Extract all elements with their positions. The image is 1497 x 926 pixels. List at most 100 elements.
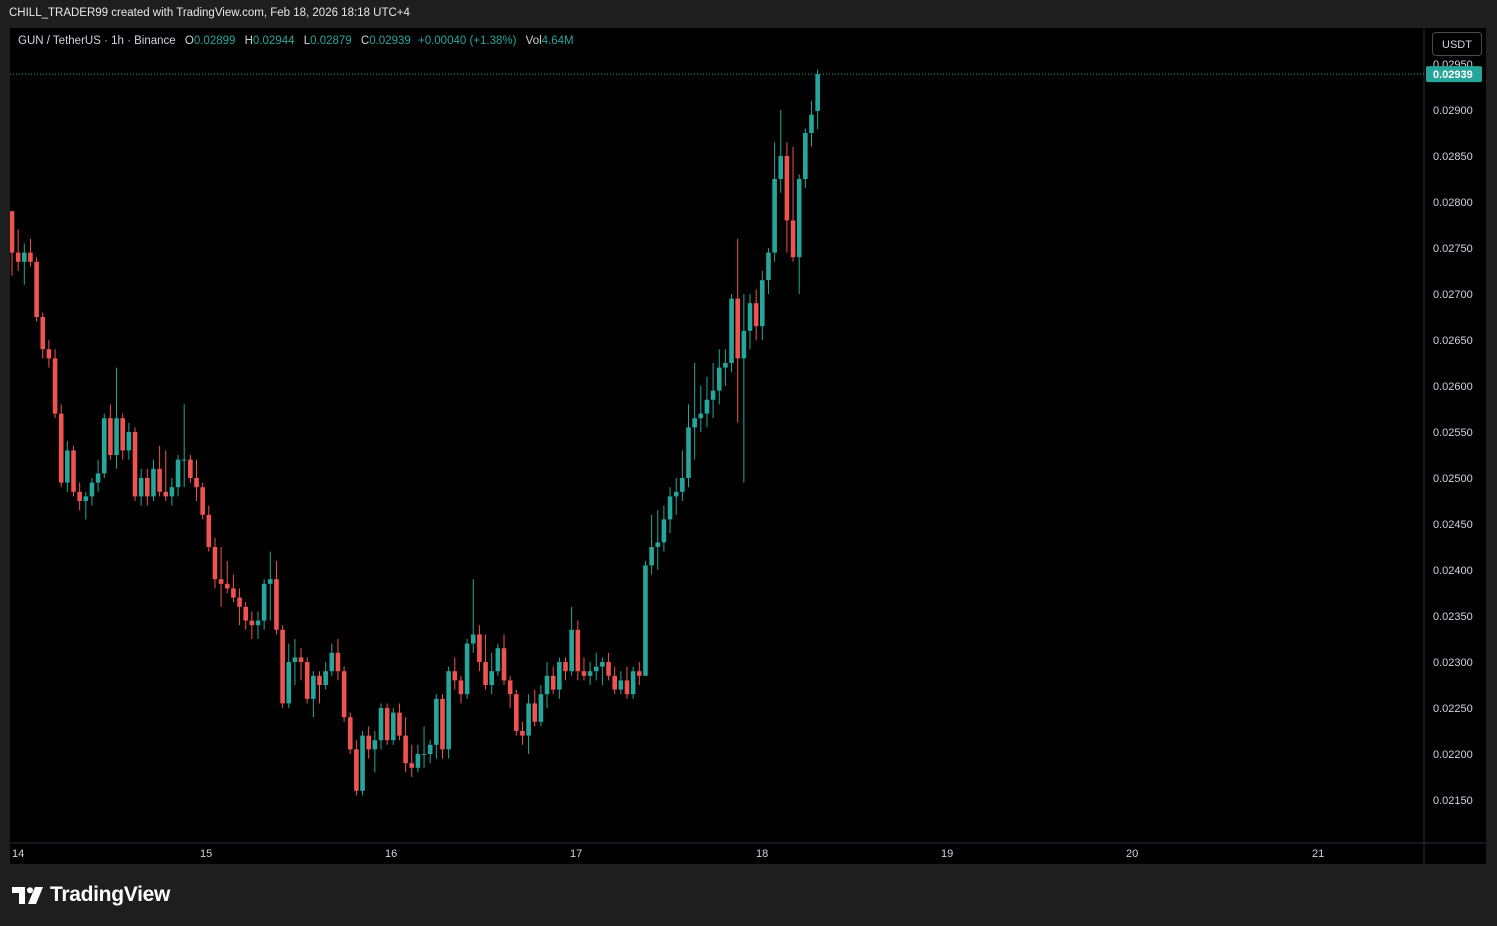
y-tick-label: 0.02700	[1433, 289, 1473, 301]
candle-body	[145, 478, 150, 497]
candle-body	[575, 629, 581, 672]
close-value: 0.02939	[369, 35, 411, 47]
candlestick-chart[interactable]: 0.02150 0.02200 0.02250 0.02300 0.02350 0.024…	[10, 28, 1486, 864]
candle-body	[22, 252, 27, 262]
candle-body	[108, 418, 113, 455]
candle-body	[181, 459, 187, 461]
candle-body	[624, 680, 630, 695]
candle-body	[563, 662, 568, 672]
candle-body	[790, 220, 796, 258]
candle-body	[606, 662, 611, 676]
y-tick-label: 0.02250	[1433, 703, 1473, 715]
candle-body	[157, 468, 162, 492]
x-tick-label: 17	[570, 848, 582, 860]
candle-body	[434, 698, 439, 745]
candle-body	[415, 754, 421, 768]
y-tick-label: 0.02900	[1433, 105, 1473, 117]
candle-body	[618, 680, 624, 690]
y-tick-label: 0.02450	[1433, 519, 1473, 531]
candle-body	[464, 643, 470, 695]
candle-body	[409, 763, 415, 768]
candle-body	[366, 735, 371, 750]
candle-body	[495, 648, 501, 672]
candle-body	[538, 694, 544, 722]
x-tick-label: 21	[1312, 848, 1324, 860]
candle-body	[569, 629, 574, 672]
candle-body	[188, 459, 193, 478]
y-tick-label: 0.02800	[1433, 197, 1473, 209]
brand-name: TradingView	[50, 883, 171, 906]
x-tick-label: 20	[1126, 848, 1138, 860]
candle-body	[274, 579, 279, 630]
last-price-label: 0.02939	[1433, 69, 1473, 81]
candle-body	[28, 252, 33, 262]
candle-body	[255, 620, 261, 626]
candle-body	[341, 671, 347, 718]
candle-body	[716, 367, 722, 391]
candle-body	[194, 478, 199, 488]
low-value: 0.02879	[310, 35, 352, 47]
candle-body	[698, 413, 704, 419]
candle-body	[692, 418, 697, 428]
candle-body	[46, 349, 52, 359]
candle-body	[15, 252, 21, 262]
candle-body	[206, 514, 212, 547]
tradingview-logo[interactable]: TradingView	[12, 883, 170, 907]
candle-body	[298, 657, 304, 662]
top-bar: CHILL_TRADER99 created with TradingView.…	[0, 0, 1497, 28]
candle-body	[397, 712, 402, 736]
candle-body	[661, 519, 667, 543]
candle-body	[772, 179, 777, 253]
candle-body	[218, 579, 224, 584]
y-tick-label: 0.02550	[1433, 427, 1473, 439]
candle-body	[163, 491, 169, 497]
candle-body	[735, 298, 740, 359]
candle-body	[200, 487, 205, 515]
candle-body	[243, 606, 248, 621]
candle-body	[95, 473, 101, 483]
legend-symbol[interactable]: GUN / TetherUS · 1h · Binance	[18, 35, 176, 47]
high-label: H	[244, 35, 253, 47]
candle-body	[778, 156, 784, 179]
candle-body	[421, 754, 427, 755]
candle-body	[600, 662, 605, 667]
candle-body	[649, 547, 654, 566]
candle-body	[329, 652, 335, 672]
candle-body	[452, 671, 458, 681]
candle-body	[637, 671, 642, 676]
candle-body	[34, 261, 39, 317]
x-tick-label: 16	[385, 848, 397, 860]
y-tick-label: 0.02750	[1433, 243, 1473, 255]
candle-body	[126, 432, 132, 451]
candle-body	[809, 114, 814, 133]
change-value: +0.00040 (+1.38%)	[417, 35, 517, 47]
candle-body	[520, 731, 525, 736]
chart-area[interactable]: 0.02150 0.02200 0.02250 0.02300 0.02350 0.024…	[10, 28, 1486, 864]
candle-body	[169, 487, 175, 497]
footer: TradingView	[0, 864, 1497, 926]
candle-body	[587, 671, 593, 676]
candle-body	[704, 399, 710, 414]
candle-body	[311, 675, 316, 699]
candle-body	[83, 496, 89, 501]
candle-body	[723, 363, 728, 368]
y-tick-label: 0.02300	[1433, 657, 1473, 669]
candle-body	[427, 744, 433, 754]
candle-body	[760, 280, 765, 327]
legend: GUN / TetherUS · 1h · Binance O0.02899 H…	[18, 35, 574, 47]
candle-body	[10, 211, 15, 253]
candle-body	[446, 671, 451, 750]
y-tick-label: 0.02200	[1433, 749, 1473, 761]
candle-body	[378, 708, 384, 741]
currency-button[interactable]: USDT	[1432, 32, 1482, 56]
candle-body	[710, 390, 716, 400]
volume-label: Vol	[525, 35, 542, 47]
candle-body	[550, 675, 556, 690]
candle-body	[249, 620, 255, 626]
candle-body	[89, 482, 95, 497]
x-tick-label: 14	[12, 848, 24, 860]
candle-body	[77, 491, 82, 501]
candle-body	[372, 740, 378, 750]
y-tick-label: 0.02650	[1433, 335, 1473, 347]
chart-credit: CHILL_TRADER99 created with TradingView.…	[9, 7, 410, 19]
